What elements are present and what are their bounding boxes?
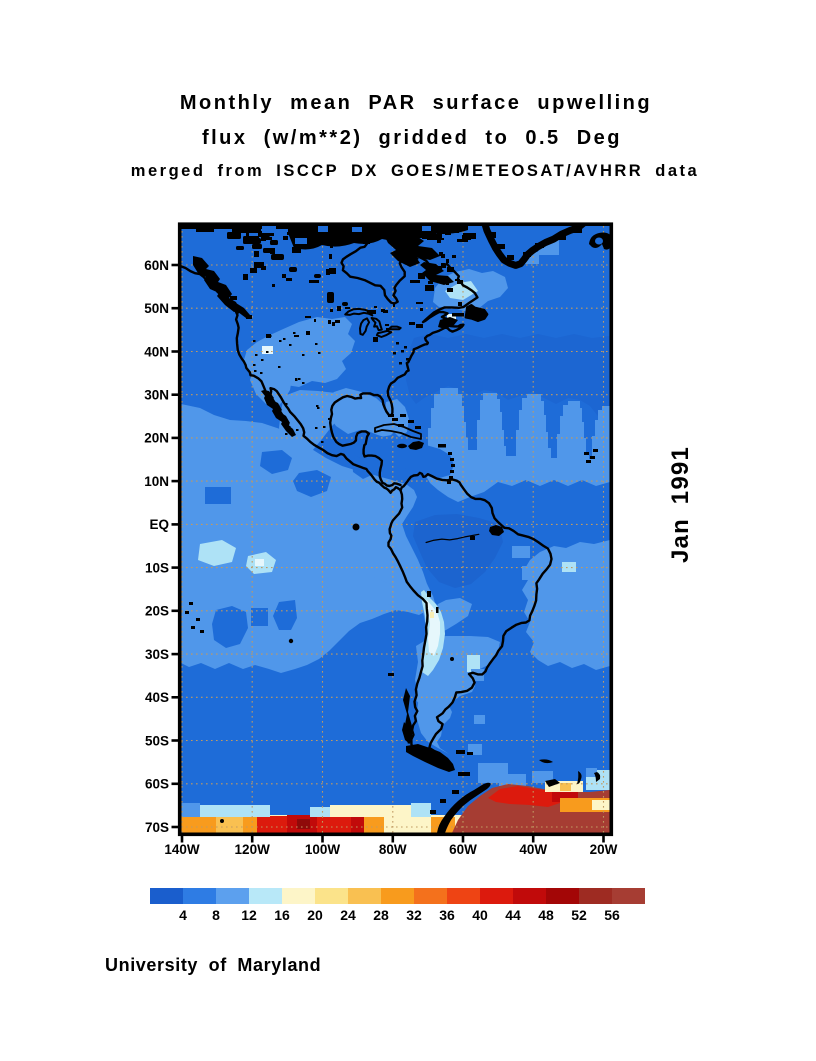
svg-text:32: 32 [406, 907, 422, 923]
svg-text:48: 48 [538, 907, 554, 923]
svg-text:50S: 50S [145, 733, 169, 748]
svg-text:70S: 70S [145, 820, 169, 835]
svg-text:24: 24 [340, 907, 356, 923]
svg-text:flux (w/m**2) gridded to 0.5 D: flux (w/m**2) gridded to 0.5 Deg [202, 127, 622, 149]
svg-text:60N: 60N [144, 258, 169, 273]
svg-text:20N: 20N [144, 431, 169, 446]
svg-text:40: 40 [472, 907, 488, 923]
svg-text:40N: 40N [144, 344, 169, 359]
svg-text:20W: 20W [590, 842, 618, 857]
svg-text:60W: 60W [449, 842, 477, 857]
svg-text:10N: 10N [144, 474, 169, 489]
svg-text:EQ: EQ [149, 517, 169, 532]
svg-text:140W: 140W [164, 842, 200, 857]
svg-text:60S: 60S [145, 777, 169, 792]
svg-text:University of Maryland: University of Maryland [105, 955, 321, 975]
svg-text:30N: 30N [144, 388, 169, 403]
svg-text:Monthly mean PAR surface upwel: Monthly mean PAR surface upwelling [180, 92, 652, 114]
svg-text:16: 16 [274, 907, 290, 923]
svg-text:40S: 40S [145, 690, 169, 705]
svg-text:120W: 120W [235, 842, 271, 857]
svg-text:8: 8 [212, 907, 220, 923]
svg-text:56: 56 [604, 907, 620, 923]
svg-text:4: 4 [179, 907, 187, 923]
svg-text:52: 52 [571, 907, 587, 923]
svg-text:Jan 1991: Jan 1991 [667, 446, 694, 563]
svg-text:44: 44 [505, 907, 521, 923]
svg-text:40W: 40W [519, 842, 547, 857]
svg-text:36: 36 [439, 907, 455, 923]
svg-text:100W: 100W [305, 842, 341, 857]
svg-text:10S: 10S [145, 560, 169, 575]
svg-text:20S: 20S [145, 604, 169, 619]
svg-text:30S: 30S [145, 647, 169, 662]
svg-text:merged from ISCCP DX GOES/METE: merged from ISCCP DX GOES/METEOSAT/AVHRR… [131, 162, 699, 180]
svg-text:28: 28 [373, 907, 389, 923]
svg-text:50N: 50N [144, 301, 169, 316]
svg-text:12: 12 [241, 907, 257, 923]
svg-text:80W: 80W [379, 842, 407, 857]
svg-text:20: 20 [307, 907, 323, 923]
